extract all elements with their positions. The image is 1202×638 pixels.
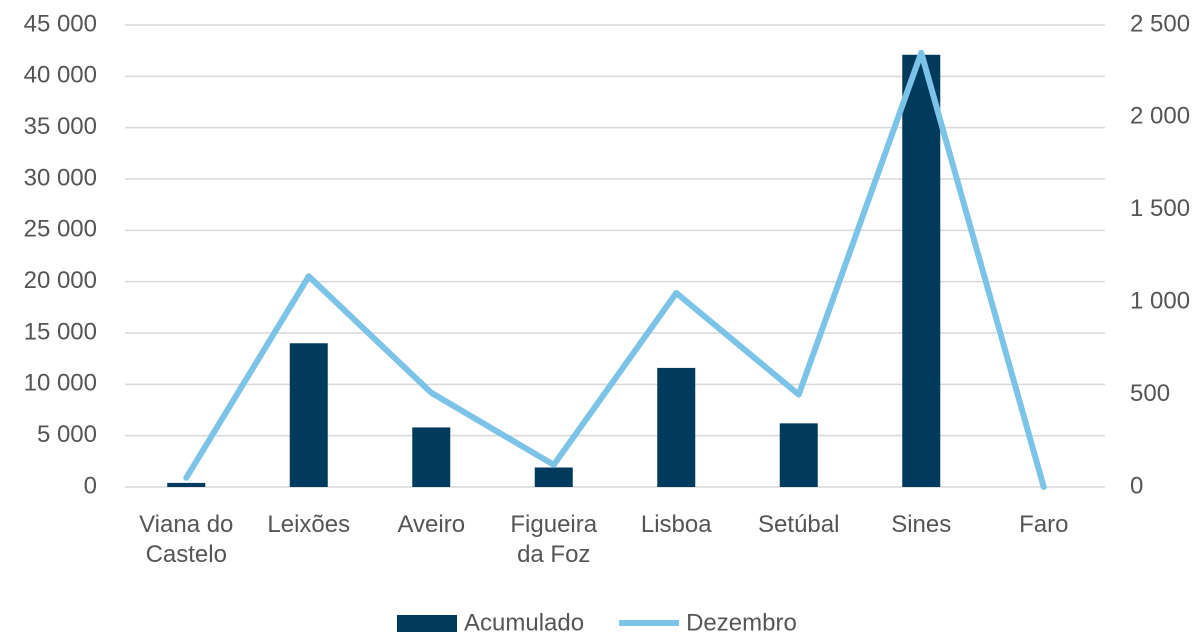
legend-label: Dezembro <box>686 609 797 636</box>
y2-tick-label: 1 500 <box>1130 195 1190 222</box>
y2-tick-label: 500 <box>1130 380 1170 407</box>
x-tick-label: Sines <box>891 511 952 538</box>
legend-swatch <box>397 615 457 632</box>
bar <box>657 367 696 487</box>
x-tick-label: Lisboa <box>640 511 712 538</box>
y-tick-label: 5 000 <box>37 421 97 448</box>
x-tick-label: Viana do Castelo <box>139 511 234 568</box>
x-tick-label: Setúbal <box>758 511 840 538</box>
y-tick-label: 15 000 <box>24 318 97 345</box>
x-tick-label: Figueira da Foz <box>510 511 598 568</box>
y2-tick-label: 2 000 <box>1130 103 1190 130</box>
x-tick-label: Leixões <box>267 511 351 538</box>
bar <box>289 343 328 487</box>
y-tick-label: 25 000 <box>24 216 97 243</box>
y-tick-label: 20 000 <box>24 267 97 294</box>
bar <box>167 482 206 487</box>
legend-label: Acumulado <box>464 609 584 636</box>
bar <box>412 427 451 487</box>
y-tick-label: 35 000 <box>24 113 97 140</box>
y2-tick-label: 1 000 <box>1130 288 1190 315</box>
y-tick-label: 40 000 <box>24 62 97 89</box>
y-tick-label: 10 000 <box>24 370 97 397</box>
x-tick-label: Faro <box>1019 511 1069 538</box>
y-tick-label: 30 000 <box>24 164 97 191</box>
y-tick-label: 45 000 <box>24 10 97 37</box>
y2-tick-label: 0 <box>1130 472 1143 499</box>
x-tick-label: Aveiro <box>397 511 466 538</box>
bar <box>779 423 818 487</box>
bar <box>902 54 941 487</box>
y-tick-label: 0 <box>84 472 97 499</box>
y2-tick-label: 2 500 <box>1130 10 1190 37</box>
bar <box>534 467 573 487</box>
line <box>183 49 1047 490</box>
